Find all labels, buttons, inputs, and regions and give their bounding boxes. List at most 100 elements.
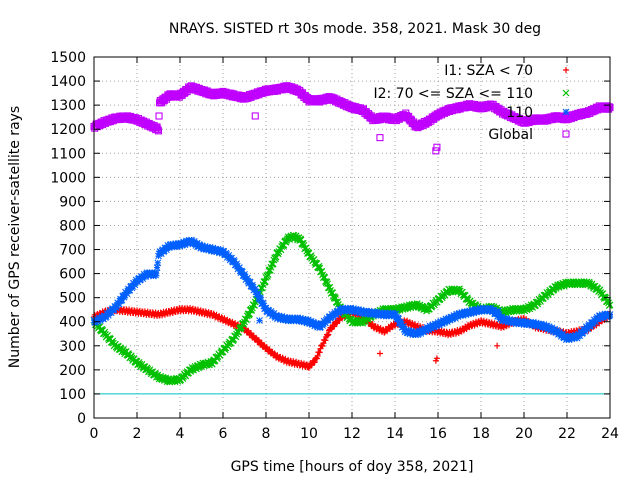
data-point xyxy=(357,306,365,314)
data-point xyxy=(297,314,304,322)
data-point xyxy=(315,262,323,270)
data-point xyxy=(323,278,331,286)
data-point xyxy=(438,320,446,327)
data-point xyxy=(123,290,131,298)
data-series xyxy=(90,82,614,386)
legend-label: 110 xyxy=(506,105,533,121)
y-tick-label: 500 xyxy=(59,291,86,307)
data-point xyxy=(316,349,323,356)
y-tick-label: 1200 xyxy=(50,122,86,138)
outlier-point xyxy=(494,307,502,315)
data-point xyxy=(257,296,265,304)
chart-title: NRAYS. SISTED rt 30s mode. 358, 2021. Ma… xyxy=(169,21,541,37)
data-point xyxy=(605,105,613,113)
outlier-point xyxy=(256,317,263,324)
data-point xyxy=(498,313,506,321)
x-tick-label: 2 xyxy=(133,426,142,442)
y-tick-label: 200 xyxy=(59,363,86,379)
y-tick-label: 800 xyxy=(59,218,86,234)
data-point xyxy=(92,319,99,326)
data-point xyxy=(223,251,230,258)
data-point xyxy=(241,271,248,278)
data-point xyxy=(322,337,329,344)
data-point xyxy=(319,342,326,349)
data-point xyxy=(470,309,478,317)
data-point xyxy=(154,127,163,135)
data-point xyxy=(153,264,161,271)
data-point xyxy=(579,329,587,337)
data-point xyxy=(595,315,602,323)
data-point xyxy=(314,352,321,359)
data-point xyxy=(303,319,311,327)
data-point xyxy=(603,313,610,321)
data-point xyxy=(102,313,110,320)
data-point xyxy=(256,294,264,302)
y-tick-label: 600 xyxy=(59,267,86,283)
data-point xyxy=(315,321,323,329)
data-point xyxy=(120,293,128,301)
data-point xyxy=(324,332,331,339)
data-point xyxy=(192,242,200,249)
legend-marker xyxy=(562,108,570,116)
legend-label: I1: SZA < 70 xyxy=(444,63,533,79)
data-point xyxy=(400,322,407,330)
y-tick-label: 1100 xyxy=(50,146,86,162)
data-point xyxy=(392,310,400,318)
data-point xyxy=(248,307,256,314)
data-point xyxy=(410,328,418,336)
data-point xyxy=(446,316,454,324)
data-point xyxy=(307,317,315,325)
y-tick-label: 300 xyxy=(59,339,86,355)
series-4 xyxy=(90,82,614,155)
data-point xyxy=(365,307,373,315)
data-point xyxy=(302,317,310,325)
legend-marker xyxy=(563,67,569,73)
tick-labels: 0 2 4 6 8 10 12 14 16 18 20 22 240100200300400500600… xyxy=(50,50,619,442)
legend-label: Global xyxy=(488,127,533,143)
data-point xyxy=(311,359,318,366)
y-tick-label: 900 xyxy=(59,194,86,210)
data-point xyxy=(274,250,282,258)
data-point xyxy=(112,304,120,312)
outlier-point xyxy=(494,342,501,349)
outlier-point xyxy=(376,350,383,357)
data-point xyxy=(522,318,529,325)
data-point xyxy=(176,242,184,250)
x-tick-label: 8 xyxy=(262,426,271,442)
data-point xyxy=(217,246,225,254)
data-point xyxy=(333,320,340,327)
legend-marker xyxy=(562,89,570,97)
x-tick-label: 16 xyxy=(429,426,447,442)
data-point xyxy=(605,103,613,111)
data-point xyxy=(454,313,462,321)
data-point xyxy=(201,242,209,250)
y-tick-label: 1400 xyxy=(50,74,86,90)
data-point xyxy=(259,299,267,307)
data-point xyxy=(325,331,332,338)
data-point xyxy=(350,305,357,312)
x-tick-label: 22 xyxy=(558,426,576,442)
outlier-point xyxy=(433,355,440,362)
data-point xyxy=(243,274,251,282)
data-point xyxy=(152,271,160,279)
axis-ticks xyxy=(93,56,611,419)
data-point xyxy=(152,269,160,277)
data-point xyxy=(307,252,315,260)
x-tick-label: 10 xyxy=(300,426,318,442)
data-point xyxy=(251,285,259,293)
x-tick-label: 6 xyxy=(219,426,228,442)
data-point xyxy=(155,112,163,120)
outlier-point xyxy=(251,112,259,120)
y-tick-label: 0 xyxy=(77,411,86,427)
y-tick-label: 1500 xyxy=(50,50,86,66)
data-point xyxy=(543,322,551,330)
legend-marker xyxy=(562,130,570,138)
x-tick-label: 14 xyxy=(386,426,404,442)
outlier-point xyxy=(433,143,441,151)
data-point xyxy=(154,125,162,134)
data-point xyxy=(328,326,335,333)
data-point xyxy=(540,321,548,328)
data-point xyxy=(506,315,514,323)
outlier-point xyxy=(376,134,384,142)
